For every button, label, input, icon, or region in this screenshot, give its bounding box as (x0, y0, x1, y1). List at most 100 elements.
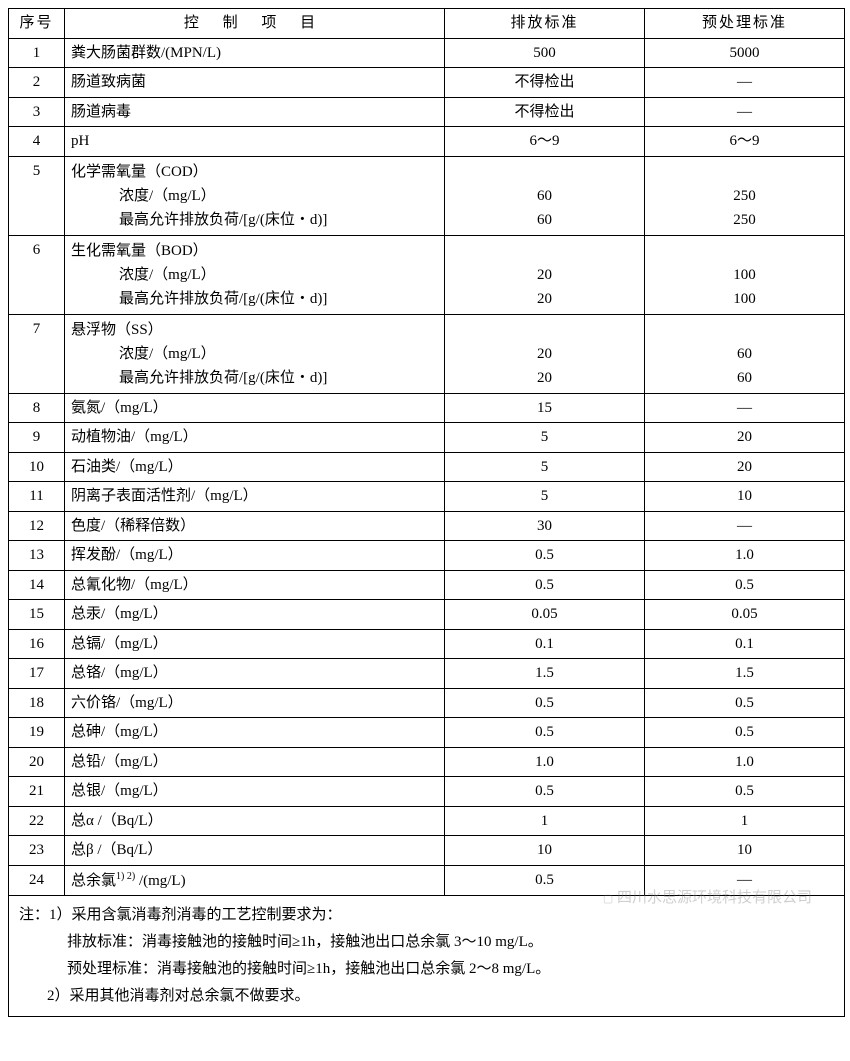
table-row: 13挥发酚/（mg/L）0.51.0 (9, 541, 845, 571)
std1-cell: 1 (445, 806, 645, 836)
table-row: 4pH6～96～9 (9, 127, 845, 157)
std1-cell: 0.5 (445, 570, 645, 600)
seq-cell: 14 (9, 570, 65, 600)
seq-cell: 9 (9, 423, 65, 453)
std2-cell: 20 (645, 452, 845, 482)
std1-cell: 0.1 (445, 629, 645, 659)
seq-cell: 16 (9, 629, 65, 659)
std2-cell: 5000 (645, 38, 845, 68)
seq-cell: 23 (9, 836, 65, 866)
table-row: 21总银/（mg/L）0.50.5 (9, 777, 845, 807)
row24-suffix: /(mg/L) (135, 873, 185, 889)
std1-cell: 不得检出 (445, 68, 645, 98)
std2-cell: 0.05 (645, 600, 845, 630)
std2-cell: 10 (645, 482, 845, 512)
std1-cell: 6060 (445, 156, 645, 235)
std1-cell: 30 (445, 511, 645, 541)
header-item: 控 制 项 目 (65, 9, 445, 39)
notes-row: 注：1）采用含氯消毒剂消毒的工艺控制要求为： 排放标准：消毒接触池的接触时间≥1… (9, 896, 845, 1017)
std1-value: 20 (451, 342, 638, 366)
std2-cell: 0.5 (645, 777, 845, 807)
std2-cell: — (645, 393, 845, 423)
std2-value: 60 (651, 366, 838, 390)
std2-cell: 6～9 (645, 127, 845, 157)
seq-cell: 24 (9, 865, 65, 896)
std1-cell: 15 (445, 393, 645, 423)
table-row: 22总α /（Bq/L）11 (9, 806, 845, 836)
table-row: 14总氰化物/（mg/L）0.50.5 (9, 570, 845, 600)
std1-value: 60 (451, 208, 638, 232)
item-cell: 总砷/（mg/L） (65, 718, 445, 748)
item-cell: 化学需氧量（COD）浓度/（mg/L）最高允许排放负荷/[g/(床位・d)] (65, 156, 445, 235)
table-row: 23总β /（Bq/L）1010 (9, 836, 845, 866)
item-title: 悬浮物（SS） (71, 318, 438, 342)
std2-cell: 6060 (645, 314, 845, 393)
seq-cell: 17 (9, 659, 65, 689)
table-row: 7悬浮物（SS）浓度/（mg/L）最高允许排放负荷/[g/(床位・d)] 202… (9, 314, 845, 393)
std1-cell: 0.5 (445, 688, 645, 718)
table-row: 3肠道病毒不得检出— (9, 97, 845, 127)
std2-cell: 20 (645, 423, 845, 453)
item-cell: 总铬/（mg/L） (65, 659, 445, 689)
seq-cell: 3 (9, 97, 65, 127)
std2-cell: 1.0 (645, 747, 845, 777)
item-cell: 六价铬/（mg/L） (65, 688, 445, 718)
table-row: 5化学需氧量（COD）浓度/（mg/L）最高允许排放负荷/[g/(床位・d)] … (9, 156, 845, 235)
table-row: 6生化需氧量（BOD）浓度/（mg/L）最高允许排放负荷/[g/(床位・d)] … (9, 235, 845, 314)
std2-cell: 1.0 (645, 541, 845, 571)
seq-cell: 7 (9, 314, 65, 393)
std1-cell: 6～9 (445, 127, 645, 157)
std1-cell: 1.5 (445, 659, 645, 689)
note-line-1: 注：1）采用含氯消毒剂消毒的工艺控制要求为： (19, 902, 834, 929)
standards-table: 序号 控 制 项 目 排放标准 预处理标准 1粪大肠菌群数/(MPN/L)500… (8, 8, 845, 1017)
item-subline: 最高允许排放负荷/[g/(床位・d)] (71, 366, 438, 390)
std2-value: 100 (651, 263, 838, 287)
table-row: 10石油类/（mg/L）520 (9, 452, 845, 482)
std2-cell: 10 (645, 836, 845, 866)
row24-prefix: 总余氯 (71, 873, 116, 889)
seq-cell: 15 (9, 600, 65, 630)
item-cell: 总汞/（mg/L） (65, 600, 445, 630)
std2-cell: 1 (645, 806, 845, 836)
seq-cell: 5 (9, 156, 65, 235)
std1-value: 20 (451, 366, 638, 390)
std2-value: 250 (651, 184, 838, 208)
item-cell: 总银/（mg/L） (65, 777, 445, 807)
seq-cell: 21 (9, 777, 65, 807)
seq-cell: 2 (9, 68, 65, 98)
table-row: 19总砷/（mg/L）0.50.5 (9, 718, 845, 748)
header-std2: 预处理标准 (645, 9, 845, 39)
std2-value: 250 (651, 208, 838, 232)
std1-value: 20 (451, 287, 638, 311)
std2-cell: — (645, 68, 845, 98)
table-row: 15总汞/（mg/L）0.050.05 (9, 600, 845, 630)
seq-cell: 12 (9, 511, 65, 541)
std2-cell: 0.5 (645, 688, 845, 718)
std2-cell: 250250 (645, 156, 845, 235)
seq-cell: 4 (9, 127, 65, 157)
item-cell: 总铅/（mg/L） (65, 747, 445, 777)
item-subline: 最高允许排放负荷/[g/(床位・d)] (71, 287, 438, 311)
table-row: 1粪大肠菌群数/(MPN/L)5005000 (9, 38, 845, 68)
table-row: 11阴离子表面活性剂/（mg/L）510 (9, 482, 845, 512)
std2-cell: — (645, 865, 845, 896)
item-cell: 粪大肠菌群数/(MPN/L) (65, 38, 445, 68)
item-cell: 动植物油/（mg/L） (65, 423, 445, 453)
item-cell: 肠道病毒 (65, 97, 445, 127)
std1-cell: 2020 (445, 235, 645, 314)
std1-cell: 1.0 (445, 747, 645, 777)
seq-cell: 22 (9, 806, 65, 836)
item-cell: 肠道致病菌 (65, 68, 445, 98)
std1-cell: 5 (445, 452, 645, 482)
item-subline: 最高允许排放负荷/[g/(床位・d)] (71, 208, 438, 232)
std1-cell: 不得检出 (445, 97, 645, 127)
item-cell: 总α /（Bq/L） (65, 806, 445, 836)
item-cell: 总镉/（mg/L） (65, 629, 445, 659)
item-cell: 石油类/（mg/L） (65, 452, 445, 482)
std1-cell: 0.5 (445, 777, 645, 807)
item-cell: pH (65, 127, 445, 157)
item-subline: 浓度/（mg/L） (71, 184, 438, 208)
item-cell: 总β /（Bq/L） (65, 836, 445, 866)
std2-cell: — (645, 97, 845, 127)
table-row: 17总铬/（mg/L）1.51.5 (9, 659, 845, 689)
